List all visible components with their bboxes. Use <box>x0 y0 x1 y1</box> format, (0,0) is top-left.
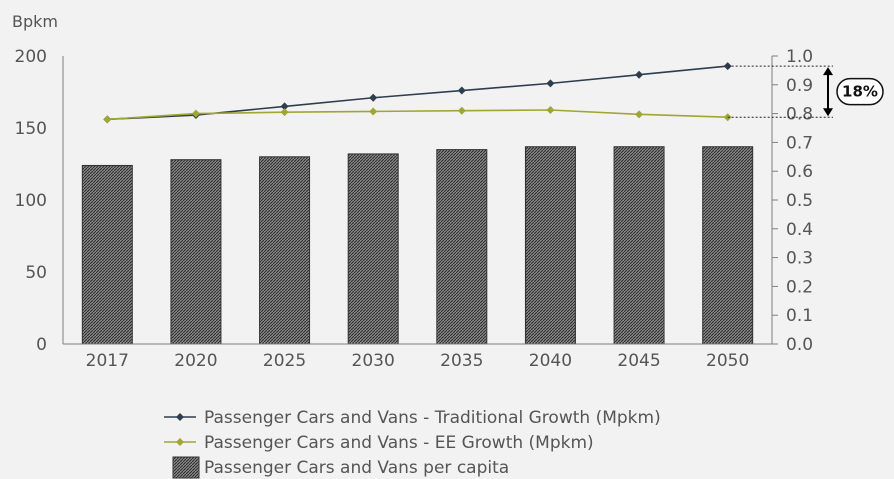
series-1-point-2030 <box>369 107 378 116</box>
x-tick-label: 2030 <box>352 351 395 371</box>
y2-tick-label: 0.2 <box>786 277 813 297</box>
axes: 0 50 100 150 200 0.0 0.1 0.2 0.3 0.4 0.5 0.6 0.7 0.8 0… <box>15 47 814 371</box>
bars <box>81 146 754 345</box>
x-tick-label: 2025 <box>263 351 306 371</box>
series-0-point-2025 <box>280 102 289 111</box>
y-axis-unit-label: Bpkm <box>12 12 58 31</box>
bar-2050 <box>702 146 754 345</box>
legend-bar-swatch <box>172 456 200 479</box>
series-0-point-2040 <box>546 79 555 88</box>
series-1-point-2020 <box>191 109 200 118</box>
legend-label: Passenger Cars and Vans - EE Growth (Mpk… <box>204 433 594 453</box>
y-tick-label: 150 <box>15 119 47 139</box>
series-1-point-2025 <box>280 108 289 117</box>
x-tick-label: 2017 <box>86 351 129 371</box>
lines <box>103 62 732 124</box>
y2-tick-label: 0.0 <box>786 335 813 355</box>
y-tick-label: 50 <box>25 263 47 283</box>
y2-tick-label: 0.8 <box>786 105 813 125</box>
bar-2045 <box>613 146 665 345</box>
x-tick-label: 2050 <box>706 351 749 371</box>
legend: Passenger Cars and Vans - Traditional Gr… <box>164 408 661 479</box>
series-0-point-2030 <box>369 93 378 102</box>
bar-2025 <box>259 156 311 345</box>
legend-label: Passenger Cars and Vans - Traditional Gr… <box>204 408 661 428</box>
legend-marker-icon <box>176 438 184 446</box>
series-1-point-2040 <box>546 106 555 114</box>
bar-2017 <box>81 164 133 345</box>
y2-tick-label: 0.3 <box>786 249 813 269</box>
y2-tick-label: 1.0 <box>786 47 813 67</box>
legend-label: Passenger Cars and Vans per capita <box>204 458 509 478</box>
y2-tick-label: 0.1 <box>786 306 813 326</box>
x-tick-label: 2045 <box>617 351 660 371</box>
y-tick-label: 0 <box>36 335 47 355</box>
y-tick-label: 100 <box>15 191 47 211</box>
annotation-label: 18% <box>842 83 878 101</box>
series-1-point-2045 <box>635 110 644 119</box>
y2-tick-label: 0.5 <box>786 191 813 211</box>
legend-marker-icon <box>176 413 184 421</box>
bar-2040 <box>524 146 576 345</box>
x-tick-label: 2040 <box>529 351 572 371</box>
y2-tick-label: 0.6 <box>786 162 813 182</box>
series-line-1 <box>107 109 728 121</box>
y2-tick-label: 0.4 <box>786 220 813 240</box>
bar-2030 <box>347 153 399 345</box>
y2-tick-label: 0.9 <box>786 76 813 96</box>
series-0-point-2045 <box>635 70 644 79</box>
annotation-badge <box>836 77 884 106</box>
series-1-point-2035 <box>457 106 466 115</box>
x-tick-label: 2020 <box>174 351 217 371</box>
annotation-arrow-up-icon <box>823 67 833 76</box>
series-1-point-2017 <box>103 115 112 124</box>
bar-2035 <box>436 149 488 345</box>
annotation: 18% <box>727 65 884 118</box>
y2-tick-label: 0.7 <box>786 133 813 153</box>
annotation-arrow-down-icon <box>823 108 833 117</box>
series-0-point-2035 <box>457 86 466 95</box>
y-tick-label: 200 <box>15 47 47 67</box>
bar-2020 <box>170 159 222 345</box>
x-tick-label: 2035 <box>440 351 483 371</box>
